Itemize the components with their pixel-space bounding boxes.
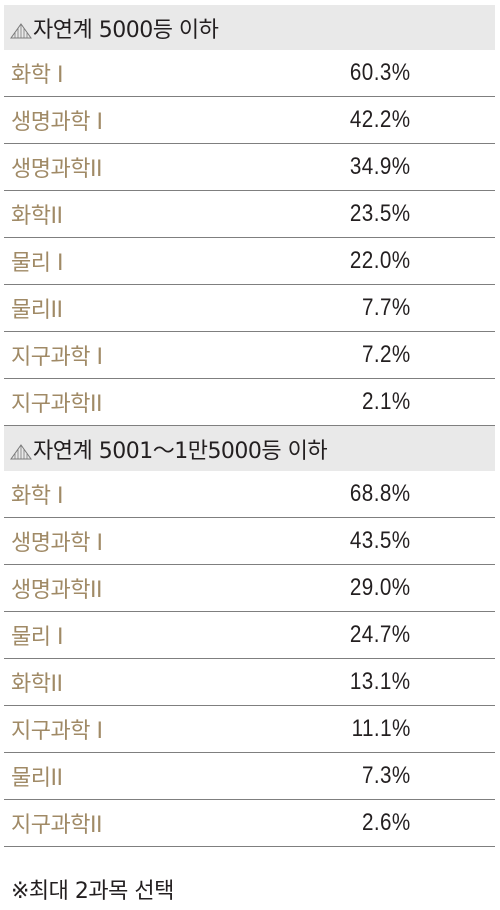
table-row: 물리II 7.3%: [4, 753, 495, 800]
percentage-value: 23.5%: [350, 200, 411, 227]
percentage-value: 2.1%: [362, 388, 411, 415]
triangle-hatch-icon: [10, 441, 32, 459]
percentage-value: 29.0%: [350, 574, 411, 601]
subject-label: 물리II: [11, 298, 63, 323]
subject-label: 화학 I: [11, 63, 63, 88]
table-row: 물리 I 22.0%: [4, 238, 495, 285]
section-header: 자연계 5001～1만5000등 이하: [4, 426, 495, 471]
section-title: 자연계 5000등 이하: [33, 17, 219, 43]
percentage-value: 60.3%: [350, 59, 411, 86]
subject-label: 지구과학II: [11, 813, 102, 838]
percentage-value: 13.1%: [350, 668, 411, 695]
subject-label: 생명과학II: [11, 578, 102, 603]
table-row: 화학II 23.5%: [4, 191, 495, 238]
subject-label: 화학II: [11, 204, 63, 229]
table-row: 물리 I 24.7%: [4, 612, 495, 659]
triangle-hatch-icon: [10, 20, 32, 38]
subject-label: 물리II: [11, 766, 63, 791]
table-row: 생명과학 I 43.5%: [4, 518, 495, 565]
table-row: 화학II 13.1%: [4, 659, 495, 706]
subject-label: 지구과학II: [11, 392, 102, 417]
percentage-value: 24.7%: [350, 621, 411, 648]
subject-label: 생명과학 I: [11, 531, 103, 556]
table-row: 지구과학II 2.6%: [4, 800, 495, 847]
percentage-value: 2.6%: [362, 809, 411, 836]
subject-label: 화학 I: [11, 484, 63, 509]
section-title: 자연계 5001～1만5000등 이하: [33, 438, 328, 464]
percentage-value: 42.2%: [350, 106, 411, 133]
table-row: 생명과학II 29.0%: [4, 565, 495, 612]
footnote: ※최대 2과목 선택: [11, 879, 174, 904]
percentage-value: 68.8%: [350, 480, 411, 507]
subject-label: 물리 I: [11, 625, 63, 650]
percentage-value: 22.0%: [350, 247, 411, 274]
percentage-value: 7.2%: [362, 341, 411, 368]
percentage-value: 11.1%: [351, 715, 411, 742]
table-row: 물리II 7.7%: [4, 285, 495, 332]
subject-label: 생명과학II: [11, 157, 102, 182]
percentage-value: 7.3%: [362, 762, 411, 789]
table-row: 지구과학II 2.1%: [4, 379, 495, 426]
percentage-value: 7.7%: [362, 294, 411, 321]
subject-label: 화학II: [11, 672, 63, 697]
table-row: 지구과학 I 7.2%: [4, 332, 495, 379]
table-row: 생명과학II 34.9%: [4, 144, 495, 191]
subject-label: 지구과학 I: [11, 719, 103, 744]
table-row: 지구과학 I 11.1%: [4, 706, 495, 753]
percentage-value: 34.9%: [350, 153, 411, 180]
subject-label: 생명과학 I: [11, 110, 103, 135]
percentage-value: 43.5%: [350, 527, 411, 554]
section-header: 자연계 5000등 이하: [4, 5, 495, 50]
subject-label: 물리 I: [11, 251, 63, 276]
table-row: 생명과학 I 42.2%: [4, 97, 495, 144]
table-row: 화학 I 68.8%: [4, 471, 495, 518]
table-row: 화학 I 60.3%: [4, 50, 495, 97]
subject-label: 지구과학 I: [11, 345, 103, 370]
